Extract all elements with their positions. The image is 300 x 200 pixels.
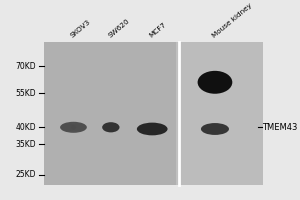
FancyBboxPatch shape [180,42,263,185]
Text: 25KD: 25KD [16,170,36,179]
Ellipse shape [137,123,168,135]
FancyBboxPatch shape [44,42,263,185]
Text: 70KD: 70KD [16,62,36,71]
Ellipse shape [71,123,87,131]
Ellipse shape [60,123,76,131]
Text: 40KD: 40KD [16,123,36,132]
Text: Mouse kidney: Mouse kidney [211,2,253,39]
Text: SKOV3: SKOV3 [70,19,92,39]
Ellipse shape [60,122,87,133]
Text: MCF7: MCF7 [148,22,167,39]
Text: SW620: SW620 [107,18,130,39]
Text: 35KD: 35KD [16,140,36,149]
Ellipse shape [201,123,229,135]
Text: TMEM43: TMEM43 [262,123,298,132]
Ellipse shape [102,122,119,132]
Text: 55KD: 55KD [16,89,36,98]
FancyBboxPatch shape [44,42,176,185]
Ellipse shape [198,71,232,94]
